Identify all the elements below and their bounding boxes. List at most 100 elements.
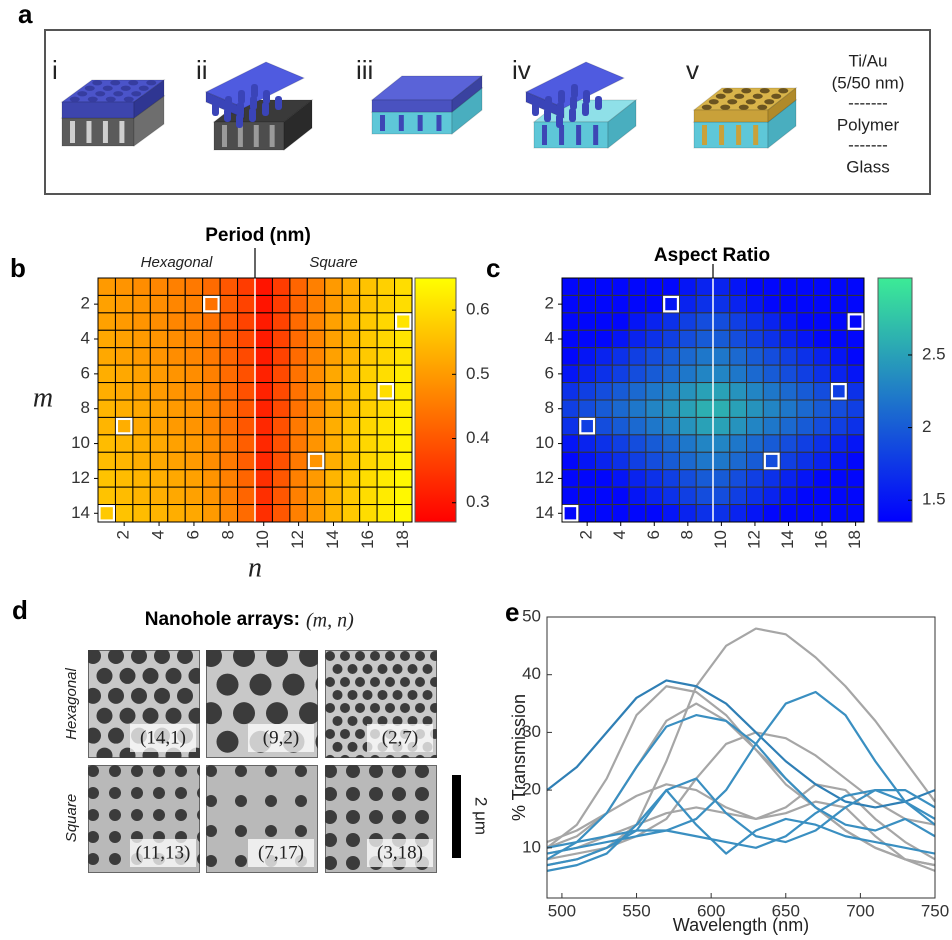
hole: [392, 764, 406, 778]
heat-cell: [730, 400, 747, 417]
heat-cell: [272, 295, 289, 312]
hole: [110, 80, 120, 85]
y-tick-label: 10: [535, 433, 554, 452]
heat-cell: [780, 452, 797, 469]
heat-cell: [272, 278, 289, 295]
pillar: [556, 114, 563, 128]
heat-cell: [185, 313, 202, 330]
x-tick-label: 14: [778, 530, 797, 549]
hole: [189, 668, 205, 684]
heat-cell: [663, 365, 680, 382]
heat-cell: [238, 417, 255, 434]
hole: [295, 795, 307, 807]
hole: [430, 703, 440, 713]
heat-cell: [562, 313, 579, 330]
step-label: iii: [356, 55, 373, 85]
heat-cell: [629, 452, 646, 469]
pillar: [236, 114, 243, 128]
hole: [430, 651, 440, 661]
heat-cell: [98, 505, 115, 522]
heat-cell: [255, 278, 272, 295]
x-tick-label: 18: [393, 530, 412, 549]
heat-cell: [98, 470, 115, 487]
heat-cell: [713, 330, 730, 347]
heat-cell: [238, 348, 255, 365]
hole: [408, 664, 418, 674]
heat-cell: [133, 295, 150, 312]
hole: [438, 833, 452, 847]
image-label: (14,1): [140, 727, 186, 748]
heat-cell: [238, 313, 255, 330]
hole: [392, 810, 406, 824]
heat-cell: [780, 365, 797, 382]
heat-cell: [185, 383, 202, 400]
heat-cell: [307, 278, 324, 295]
heat-cell: [747, 435, 764, 452]
colorbar: [415, 278, 456, 522]
heat-cell: [307, 470, 324, 487]
heat-cell: [307, 383, 324, 400]
heat-cell: [342, 505, 359, 522]
hole: [153, 765, 165, 777]
heat-cell: [814, 278, 831, 295]
hole: [385, 677, 395, 687]
heat-cell: [663, 400, 680, 417]
heat-cell: [115, 295, 132, 312]
heat-cell: [342, 452, 359, 469]
hole: [299, 645, 321, 667]
heat-cell: [115, 417, 132, 434]
heat-cell: [713, 313, 730, 330]
heat-cell: [780, 470, 797, 487]
heat-cell: [255, 330, 272, 347]
heat-cell: [185, 505, 202, 522]
heat-cell: [562, 417, 579, 434]
heat-cell: [713, 487, 730, 504]
row-label: Square: [63, 794, 80, 842]
heat-cell: [342, 365, 359, 382]
hole: [205, 765, 217, 777]
pillar: [544, 108, 551, 122]
heat-cell: [629, 400, 646, 417]
heat-cell: [115, 313, 132, 330]
hole: [87, 831, 99, 843]
heat-cell: [814, 383, 831, 400]
hole: [109, 787, 121, 799]
heat-cell: [797, 505, 814, 522]
pillar: [225, 96, 232, 110]
heat-cell: [579, 278, 596, 295]
hole: [177, 688, 193, 704]
heat-cell: [185, 278, 202, 295]
hole: [415, 703, 425, 713]
tooth: [222, 125, 227, 147]
heat-cell: [663, 435, 680, 452]
hole: [109, 809, 121, 821]
heat-cell: [290, 505, 307, 522]
heat-cell: [797, 348, 814, 365]
row-label: Hexagonal: [63, 667, 80, 739]
heat-cell: [646, 295, 663, 312]
hole: [333, 664, 343, 674]
heat-cell: [679, 330, 696, 347]
heat-cell: [220, 348, 237, 365]
heat-cell: [797, 295, 814, 312]
tooth: [103, 121, 108, 143]
hole: [175, 809, 187, 821]
heat-cell: [133, 400, 150, 417]
x-tick-label: 10: [253, 530, 272, 549]
heat-cell: [579, 487, 596, 504]
heat-cell: [730, 365, 747, 382]
hole: [153, 809, 165, 821]
heat-cell: [272, 505, 289, 522]
hole: [438, 856, 452, 870]
image-label: (2,7): [382, 727, 418, 748]
tooth: [418, 115, 423, 131]
heat-cell: [830, 417, 847, 434]
hole: [340, 651, 350, 661]
heat-cell: [629, 470, 646, 487]
hole: [128, 80, 138, 85]
heat-cell: [255, 470, 272, 487]
y-axis-label: m: [33, 382, 53, 413]
heat-cell: [150, 435, 167, 452]
x-tick-label: 4: [610, 530, 629, 539]
heat-cell: [780, 417, 797, 434]
